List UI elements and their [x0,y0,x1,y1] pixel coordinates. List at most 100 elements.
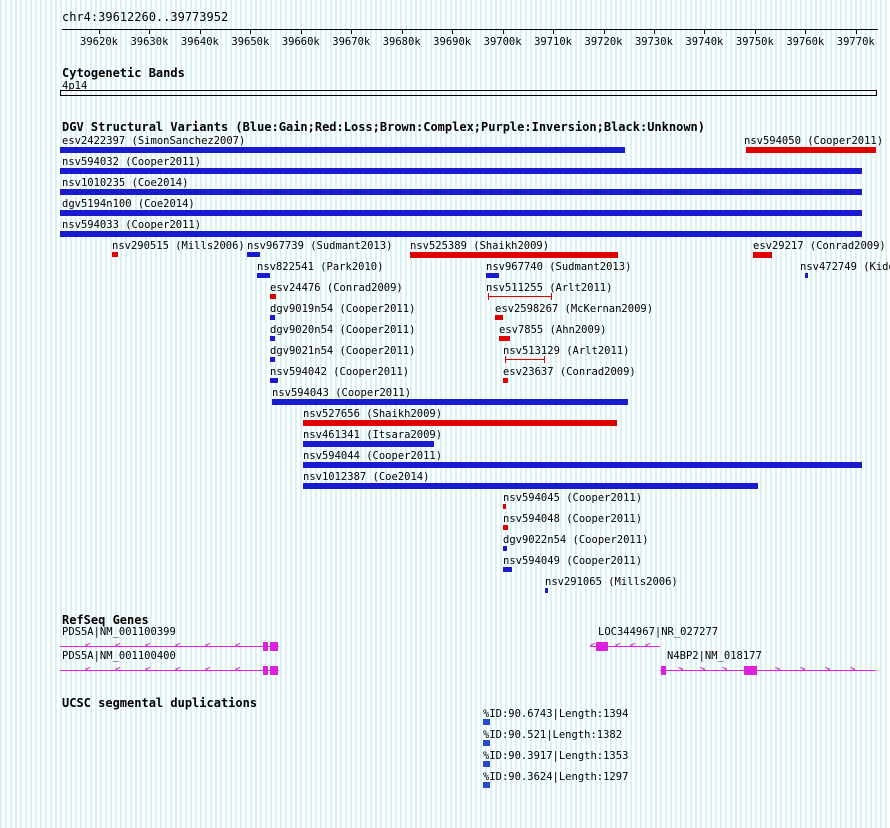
gene-strand-arrow-icon: < [615,641,621,651]
ruler-tick-label: 39620k [80,36,118,48]
ruler-tick-label: 39760k [786,36,825,48]
variant-label-nsv525389: nsv525389 (Shaikh2009) [410,240,550,252]
ruler-tick [401,29,403,34]
variant-nsv967740[interactable] [486,273,499,278]
variant-nsv594050[interactable] [746,147,876,153]
variant-esv23637[interactable] [503,378,508,383]
ruler-tick [452,29,454,34]
variant-label-esv29217: esv29217 (Conrad2009) [753,240,886,252]
variant-dgv9020n54[interactable] [270,336,275,341]
variant-esv2598267[interactable] [495,315,503,320]
gene-label-N4BP2-NM_018177: N4BP2|NM_018177 [667,650,762,662]
variant-label-nsv822541: nsv822541 (Park2010) [257,261,384,273]
variant-nsv594045[interactable] [503,504,506,509]
variant-label-nsv594044: nsv594044 (Cooper2011) [303,450,443,462]
gene-line-PDS5A-NM_001100400[interactable] [60,670,279,671]
variant-nsv594033[interactable] [60,231,862,237]
variant-nsv513129[interactable] [505,356,545,363]
variant-label-esv7855: esv7855 (Ahn2009) [499,324,607,336]
variant-nsv822541[interactable] [257,273,270,278]
ruler-tick [603,29,605,34]
ruler-tick-label: 39630k [130,36,169,48]
variant-nsv594032[interactable] [60,168,862,174]
variant-label-nsv594048: nsv594048 (Cooper2011) [503,513,643,525]
gene-strand-arrow-icon: > [775,665,781,675]
variant-esv29217[interactable] [753,252,772,258]
ruler-tick [704,29,706,34]
gene-strand-arrow-icon: > [678,665,684,675]
variant-label-nsv1012387: nsv1012387 (Coe2014) [303,471,430,483]
ruler-tick [502,29,504,34]
segdup-box-1[interactable] [483,740,490,746]
ruler-tick [300,29,302,34]
ruler-tick [199,29,201,34]
segdup-box-0[interactable] [483,719,490,725]
variant-dgv5194n100[interactable] [60,210,862,216]
variant-esv24476[interactable] [270,294,276,299]
variant-label-nsv291065: nsv291065 (Mills2006) [545,576,678,588]
section-title-dgv: DGV Structural Variants (Blue:Gain;Red:L… [62,120,705,134]
gene-strand-arrow-icon: < [235,665,241,675]
variant-nsv1010235[interactable] [60,189,862,195]
gene-strand-arrow-icon: < [115,641,121,651]
variant-nsv527656[interactable] [303,420,617,426]
segdup-box-3[interactable] [483,782,490,788]
variant-dgv9021n54[interactable] [270,357,275,362]
gene-line-PDS5A-NM_001100399[interactable] [60,646,279,647]
variant-nsv472749[interactable] [805,273,808,278]
variant-nsv291065[interactable] [545,588,548,593]
ruler-tick-label: 39660k [281,36,320,48]
variant-label-nsv1010235: nsv1010235 (Coe2014) [62,177,189,189]
gene-strand-arrow-icon: > [722,665,728,675]
variant-label-nsv594043: nsv594043 (Cooper2011) [272,387,412,399]
ruler-tick-label: 39740k [685,36,724,48]
gene-strand-arrow-icon: < [115,665,121,675]
variant-nsv525389[interactable] [410,252,618,258]
gene-exon-PDS5A-NM_001100399[interactable] [270,642,278,651]
variant-label-nsv967739: nsv967739 (Sudmant2013) [247,240,393,252]
gene-line-LOC344967-NR_027277[interactable] [590,646,660,647]
gene-strand-arrow-icon: < [85,665,91,675]
ruler-tick-label: 39750k [735,36,774,48]
segdup-box-2[interactable] [483,761,490,767]
gene-exon-PDS5A-NM_001100400[interactable] [270,666,278,675]
variant-label-nsv290515: nsv290515 (Mills2006) [112,240,245,252]
variant-nsv594043[interactable] [272,399,628,405]
gene-strand-arrow-icon: < [630,641,636,651]
variant-nsv461341[interactable] [303,441,434,447]
gene-exon-N4BP2-NM_018177[interactable] [661,666,666,675]
variant-label-nsv594050: nsv594050 (Cooper2011) [744,135,884,147]
gene-exon-LOC344967-NR_027277[interactable] [596,642,608,651]
segdup-label-0: %ID:90.6743|Length:1394 [483,708,629,720]
gene-label-PDS5A-NM_001100399: PDS5A|NM_001100399 [62,626,176,638]
cytoband-4p14[interactable] [60,90,877,96]
gene-strand-arrow-icon: > [700,665,706,675]
ruler-tick [149,29,151,34]
variant-esv2422397[interactable] [60,147,625,153]
variant-label-esv23637: esv23637 (Conrad2009) [503,366,636,378]
variant-nsv594044[interactable] [303,462,862,468]
gene-strand-arrow-icon: > [825,665,831,675]
variant-nsv1012387[interactable] [303,483,758,489]
gene-strand-arrow-icon: < [145,641,151,651]
variant-dgv9019n54[interactable] [270,315,275,320]
ruler-tick-label: 39770k [836,36,875,48]
gene-exon-PDS5A-NM_001100399[interactable] [263,642,268,651]
variant-nsv967739[interactable] [247,252,260,257]
variant-label-dgv9021n54: dgv9021n54 (Cooper2011) [270,345,416,357]
variant-label-dgv9022n54: dgv9022n54 (Cooper2011) [503,534,649,546]
gene-exon-PDS5A-NM_001100400[interactable] [263,666,268,675]
variant-nsv594042[interactable] [270,378,278,383]
variant-esv7855[interactable] [499,336,510,341]
variant-nsv511255[interactable] [488,293,552,300]
section-title-cytobands: Cytogenetic Bands [62,66,185,80]
variant-nsv290515[interactable] [112,252,118,257]
gene-strand-arrow-icon: < [235,641,241,651]
variant-dgv9022n54[interactable] [503,546,507,551]
gene-line-N4BP2-NM_018177[interactable] [660,670,876,671]
gene-exon-N4BP2-NM_018177[interactable] [744,666,757,675]
variant-nsv594049[interactable] [503,567,512,572]
gene-strand-arrow-icon: < [175,641,181,651]
variant-nsv594048[interactable] [503,525,508,530]
cytoband-label: 4p14 [62,80,88,92]
